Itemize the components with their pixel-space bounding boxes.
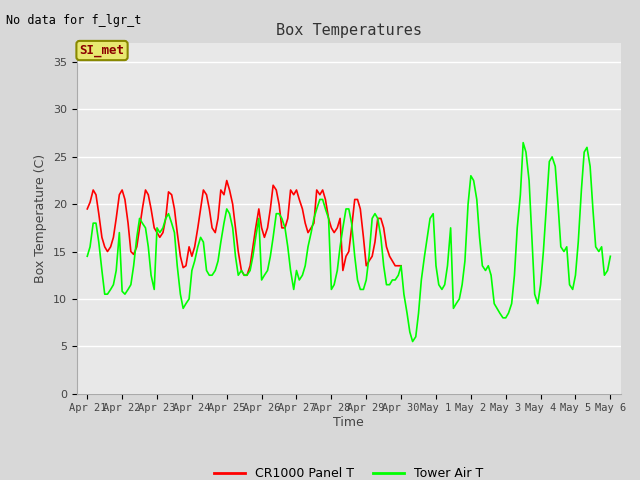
Y-axis label: Box Temperature (C): Box Temperature (C)	[35, 154, 47, 283]
Text: SI_met: SI_met	[79, 44, 125, 57]
X-axis label: Time: Time	[333, 416, 364, 429]
Legend: CR1000 Panel T, Tower Air T: CR1000 Panel T, Tower Air T	[209, 462, 488, 480]
Text: No data for f_lgr_t: No data for f_lgr_t	[6, 14, 142, 27]
Title: Box Temperatures: Box Temperatures	[276, 23, 422, 38]
